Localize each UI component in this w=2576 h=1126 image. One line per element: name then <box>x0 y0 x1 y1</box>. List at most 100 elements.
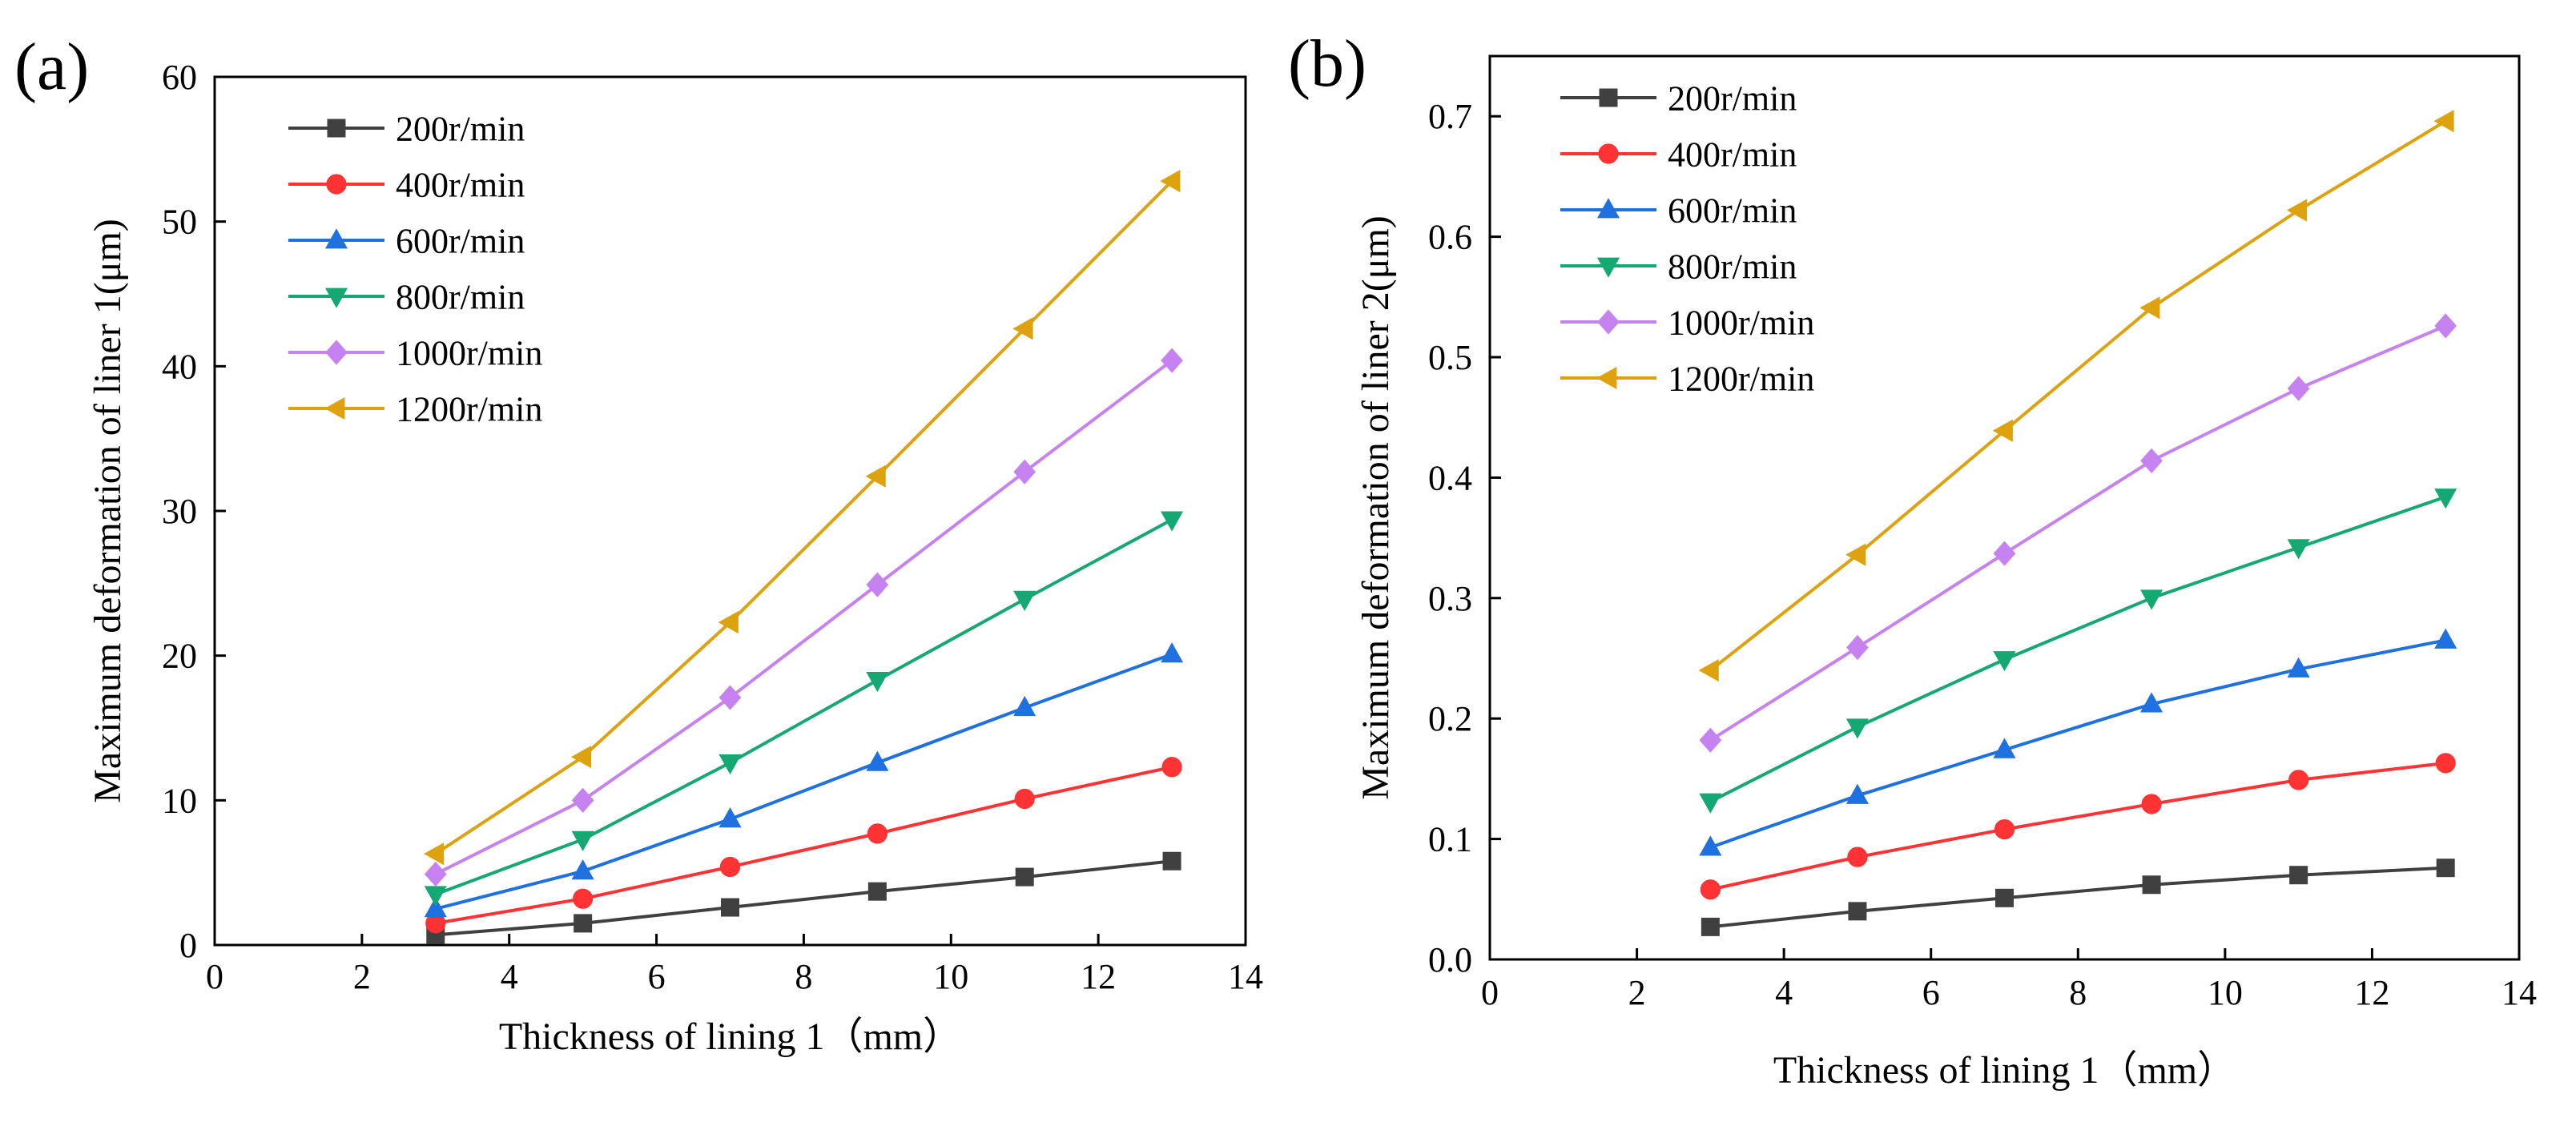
y-tick-label: 0.1 <box>1428 820 1472 859</box>
legend-item: 200r/min <box>288 109 525 148</box>
legend-item: 1200r/min <box>1560 359 1814 398</box>
series-200r-min <box>426 851 1181 944</box>
series-line <box>435 652 1173 911</box>
data-point <box>866 572 889 597</box>
data-point <box>1699 835 1722 856</box>
data-point <box>867 882 887 901</box>
x-tick-label: 8 <box>795 957 812 996</box>
data-point <box>2434 313 2457 339</box>
x-tick-label: 4 <box>501 957 518 996</box>
series-400r-min <box>1700 753 2456 900</box>
data-point <box>1701 917 1720 936</box>
data-point <box>718 685 742 710</box>
legend-label: 400r/min <box>1668 135 1797 174</box>
y-tick-label: 20 <box>162 637 197 676</box>
data-point <box>1161 642 1184 663</box>
data-point <box>2434 489 2457 509</box>
series-line <box>1709 761 2446 891</box>
x-axis: 0 2 4 6 8 10 12 14 <box>1481 948 2537 1012</box>
series-1000r-min <box>1699 313 2457 753</box>
data-point <box>1013 695 1036 717</box>
legend-label: 200r/min <box>396 109 525 148</box>
legend-label: 800r/min <box>1668 247 1797 286</box>
data-point <box>2287 539 2310 560</box>
data-point <box>1995 888 2014 907</box>
y-tick-label: 0 <box>179 926 197 965</box>
legend-item: 600r/min <box>288 221 525 260</box>
series-1000r-min <box>424 348 1183 887</box>
data-point <box>2140 692 2163 713</box>
data-point <box>571 830 594 851</box>
panel-label-b: (b) <box>1288 26 1366 101</box>
data-point <box>719 856 741 878</box>
y-axis: 0.0 0.1 0.2 0.3 0.4 0.5 0.6 0.7 <box>1428 97 1501 979</box>
data-point <box>865 464 886 488</box>
y-tick-label: 10 <box>162 781 197 820</box>
x-tick-label: 6 <box>1922 973 1940 1012</box>
y-axis-label: Maximum deformation of liner 2(μm) <box>1354 215 1397 800</box>
chart-b: 0 2 4 6 8 10 12 14 0.0 0.1 0.2 0.3 0.4 0.5 0.6 0.7 Thick… <box>1354 54 2537 1092</box>
legend-label: 1200r/min <box>1668 359 1814 398</box>
data-point <box>2140 448 2163 473</box>
data-point <box>570 746 592 769</box>
series-1200r-min <box>424 170 1181 866</box>
data-point <box>2436 859 2455 878</box>
y-tick-label: 0.0 <box>1428 940 1472 979</box>
data-point <box>424 897 447 918</box>
y-tick-label: 40 <box>162 347 197 386</box>
series-line <box>1709 638 2446 850</box>
data-point <box>2288 770 2309 790</box>
series-line <box>1709 495 2446 803</box>
data-point <box>2139 296 2160 320</box>
legend-marker <box>324 396 345 420</box>
data-point <box>1698 658 1719 682</box>
legend-marker <box>1596 198 1620 219</box>
chart-a: 0 2 4 6 8 10 12 14 0 10 20 30 40 50 60 Thickness of lin… <box>87 58 1263 1058</box>
data-point <box>1162 851 1181 871</box>
legend-item: 1200r/min <box>288 389 542 428</box>
legend-item: 200r/min <box>1560 78 1797 118</box>
legend-item: 600r/min <box>1560 191 1797 230</box>
data-point <box>1993 738 2016 758</box>
y-tick-label: 0.3 <box>1428 579 1472 618</box>
legend-marker <box>326 174 347 195</box>
legend-label: 800r/min <box>396 277 525 316</box>
x-axis: 0 2 4 6 8 10 12 14 <box>206 934 1263 996</box>
legend-item: 800r/min <box>288 277 525 316</box>
legend-label: 1000r/min <box>1668 303 1814 342</box>
legend-label: 1000r/min <box>396 333 542 372</box>
data-point <box>1845 718 1869 739</box>
data-point <box>866 750 889 771</box>
legend-item: 1000r/min <box>1560 303 1814 342</box>
legend-marker <box>1597 309 1620 335</box>
data-point <box>1699 727 1722 753</box>
legend-marker <box>1599 88 1618 107</box>
data-point <box>1848 902 1867 921</box>
data-point <box>571 859 594 880</box>
data-point <box>424 842 445 866</box>
data-point <box>718 754 742 775</box>
data-point <box>867 823 888 844</box>
legend-marker <box>324 288 348 308</box>
series-200r-min <box>1701 859 2455 936</box>
data-point <box>1846 634 1869 661</box>
series-line <box>1710 866 2446 929</box>
data-point <box>1014 788 1035 810</box>
data-point <box>571 787 594 813</box>
legend: 200r/min 400r/min 600r/min 800r/min 1000r/mi… <box>1560 78 1814 398</box>
data-point <box>721 898 739 917</box>
x-tick-label: 8 <box>2069 973 2087 1012</box>
data-point <box>2286 199 2308 222</box>
series-line <box>1709 324 2446 742</box>
y-tick-label: 50 <box>162 203 197 242</box>
legend-label: 1200r/min <box>396 389 542 428</box>
series-600r-min <box>424 642 1184 918</box>
series-800r-min <box>1699 489 2457 814</box>
legend-marker <box>1596 257 1620 278</box>
data-point <box>2434 628 2457 649</box>
legend-item: 1000r/min <box>288 333 542 372</box>
x-tick-label: 2 <box>1628 973 1646 1012</box>
data-point <box>2289 866 2308 885</box>
data-point <box>1845 783 1869 804</box>
data-point <box>866 671 889 693</box>
